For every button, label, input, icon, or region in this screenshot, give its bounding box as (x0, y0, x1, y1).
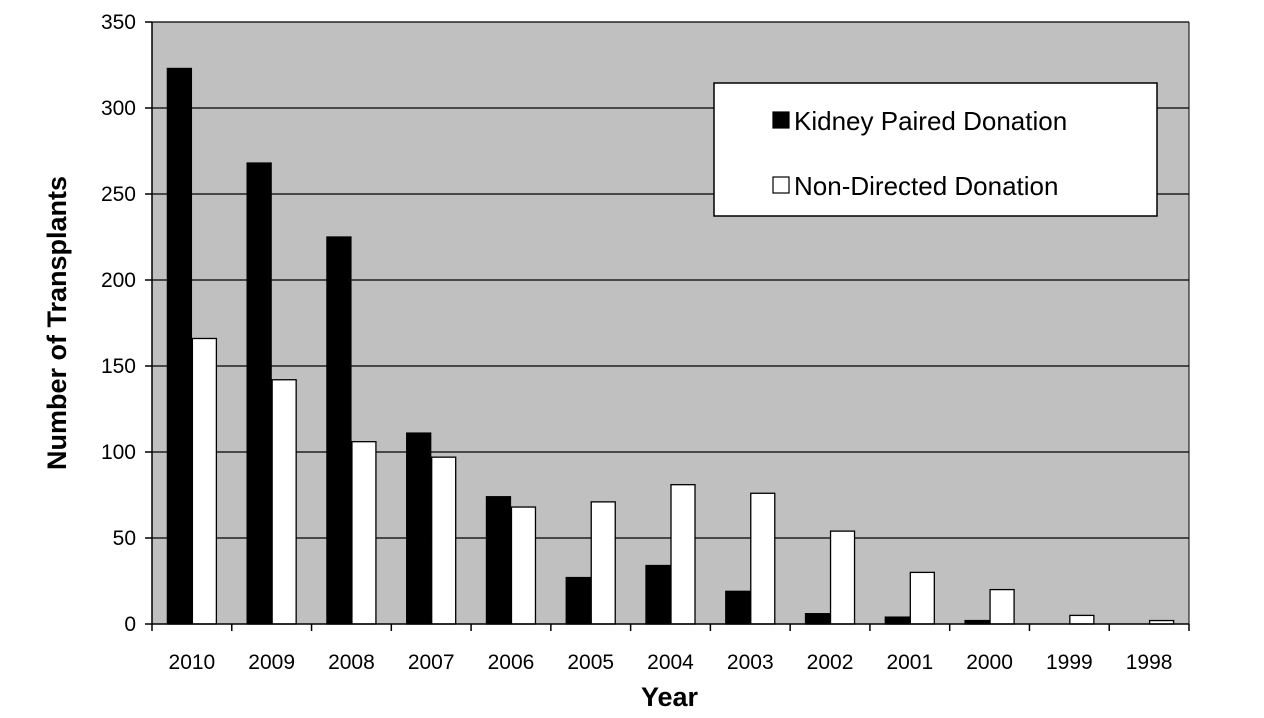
y-tick-label: 300 (101, 97, 136, 120)
x-tick-label: 2007 (408, 651, 455, 674)
x-tick-label: 2008 (328, 651, 375, 674)
y-tick-label: 250 (101, 183, 136, 206)
bar-non-directed-2004 (670, 484, 696, 625)
x-tick-labels: 2010 2009 2008 2007 2006 2005 2004 2003 2002 2001… (169, 651, 1173, 674)
bar-kidney-paired-2008 (326, 236, 352, 625)
y-axis-title: Number of Transplants (42, 176, 72, 470)
legend: Kidney Paired Donation Non-Directed Dona… (713, 82, 1158, 217)
bar-non-directed-2003 (750, 492, 776, 625)
bar-kidney-paired-2010 (166, 67, 193, 625)
bar-non-directed-2008 (351, 441, 377, 625)
bar-kidney-paired-2004 (645, 564, 671, 625)
bar-non-directed-2000 (989, 588, 1015, 625)
x-tick-label: 2003 (727, 651, 774, 674)
y-tick-label: 200 (101, 269, 136, 292)
bar-kidney-paired-2009 (246, 162, 272, 625)
bar-non-directed-2010 (191, 337, 218, 625)
x-tick-label: 2005 (567, 651, 614, 674)
x-tick-label: 2010 (169, 651, 216, 674)
x-tick-label: 2004 (647, 651, 694, 674)
x-tick-label: 2000 (966, 651, 1013, 674)
bar-non-directed-2002 (829, 530, 856, 625)
legend-box (713, 82, 1158, 217)
legend-swatch-kidney-paired (772, 111, 790, 129)
y-tick-label: 0 (124, 613, 136, 636)
y-tick-label: 350 (101, 11, 136, 34)
axes (145, 21, 1190, 631)
legend-label-kidney-paired: Kidney Paired Donation (794, 106, 1067, 136)
bar-kidney-paired-2006 (485, 496, 512, 625)
bar-kidney-paired-2002 (804, 613, 831, 625)
x-tick-label: 1998 (1126, 651, 1173, 674)
x-tick-label: 2009 (248, 651, 295, 674)
x-axis-title: Year (641, 682, 699, 712)
bar-non-directed-2006 (510, 506, 537, 625)
bar-kidney-paired-2003 (725, 590, 751, 625)
legend-swatch-non-directed (772, 176, 790, 194)
bar-kidney-paired-2001 (884, 616, 910, 625)
bar-non-directed-2001 (909, 571, 935, 625)
bar-non-directed-2005 (590, 501, 616, 625)
legend-label-non-directed: Non-Directed Donation (794, 171, 1058, 201)
y-tick-label: 50 (113, 527, 136, 550)
bar-kidney-paired-2007 (406, 432, 432, 625)
y-tick-label: 150 (101, 355, 136, 378)
x-tick-label: 2006 (488, 651, 535, 674)
bar-non-directed-2009 (271, 379, 297, 625)
bar-non-directed-2007 (431, 456, 457, 625)
x-tick-label: 2001 (886, 651, 933, 674)
x-tick-label: 2002 (807, 651, 854, 674)
bar-kidney-paired-2005 (565, 576, 591, 625)
y-tick-labels: 0 50 100 150 200 250 300 350 (101, 11, 136, 636)
y-tick-label: 100 (101, 441, 136, 464)
bar-non-directed-1999 (1069, 614, 1095, 625)
x-tick-label: 1999 (1046, 651, 1093, 674)
